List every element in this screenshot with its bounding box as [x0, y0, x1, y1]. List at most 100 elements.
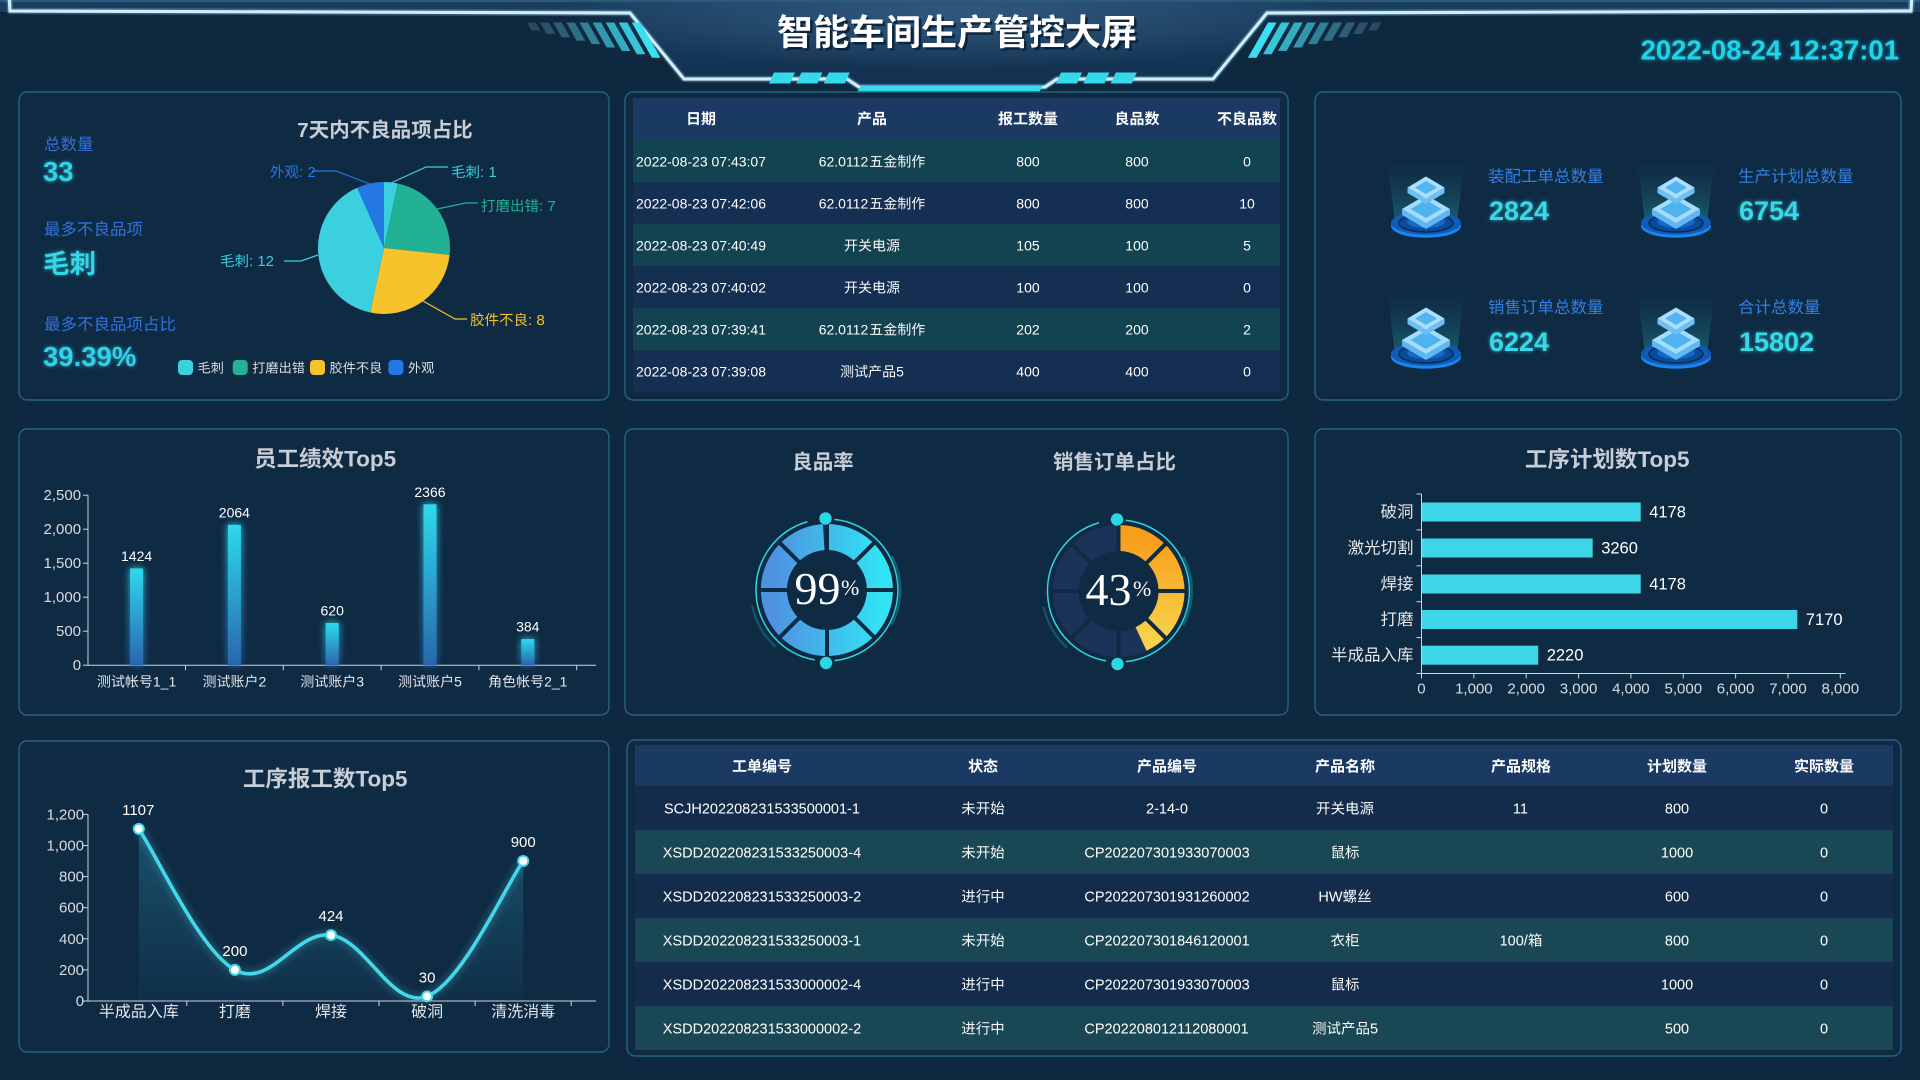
svg-text:0: 0 [1820, 978, 1828, 994]
svg-text:15802: 15802 [1739, 327, 1814, 357]
svg-text:3260: 3260 [1601, 540, 1638, 558]
svg-text:1,500: 1,500 [44, 555, 82, 572]
svg-text:6754: 6754 [1739, 196, 1799, 226]
svg-text:2022-08-23 07:40:49: 2022-08-23 07:40:49 [636, 238, 766, 254]
svg-text:2_1: 2_1 [544, 674, 568, 690]
svg-text:1424: 1424 [121, 548, 152, 564]
svg-text:202: 202 [1016, 322, 1040, 338]
svg-text:400: 400 [1016, 364, 1040, 380]
svg-text:100: 100 [1016, 280, 1040, 296]
svg-text:39.39%: 39.39% [43, 341, 136, 372]
svg-text:1000: 1000 [1661, 978, 1693, 994]
svg-text:105: 105 [1016, 238, 1040, 254]
svg-text:39.39%: 39.39% [43, 341, 136, 372]
svg-text:11: 11 [1513, 802, 1528, 818]
svg-text:HW: HW [1318, 890, 1342, 906]
svg-text:2022-08-24 12:37:01: 2022-08-24 12:37:01 [1641, 35, 1899, 66]
svg-text:5: 5 [1243, 238, 1251, 254]
svg-text:CP202207301933070003: CP202207301933070003 [1084, 846, 1249, 862]
svg-text:2824: 2824 [1489, 196, 1549, 226]
svg-text:600: 600 [1665, 890, 1689, 906]
svg-text:CP202207301846120001: CP202207301846120001 [1084, 934, 1249, 950]
svg-text:6224: 6224 [1489, 327, 1549, 357]
svg-text:800: 800 [1125, 196, 1149, 212]
svg-text:600: 600 [59, 900, 84, 917]
svg-text:8,000: 8,000 [1822, 681, 1860, 698]
svg-text:800: 800 [1016, 196, 1040, 212]
svg-text:200: 200 [59, 962, 84, 979]
svg-text:Top5: Top5 [344, 447, 396, 472]
svg-text:500: 500 [1665, 1022, 1689, 1038]
svg-text:0: 0 [1820, 802, 1828, 818]
svg-text:62.0112: 62.0112 [819, 322, 869, 338]
svg-text:2: 2 [1243, 322, 1251, 338]
svg-text:6224: 6224 [1489, 327, 1549, 357]
svg-text:4178: 4178 [1649, 504, 1686, 522]
svg-text:500: 500 [56, 623, 81, 640]
svg-text:2220: 2220 [1547, 647, 1584, 665]
svg-text:3,000: 3,000 [1560, 681, 1598, 698]
svg-text:0: 0 [1820, 934, 1828, 950]
svg-text:100/: 100/ [1500, 934, 1529, 950]
svg-text:6754: 6754 [1739, 196, 1799, 226]
svg-text:2022-08-23 07:39:41: 2022-08-23 07:39:41 [636, 322, 766, 338]
svg-text:7170: 7170 [1806, 611, 1843, 629]
svg-text:99: 99 [795, 563, 841, 614]
svg-text:: 2: : 2 [299, 164, 316, 181]
svg-text:2824: 2824 [1489, 196, 1549, 226]
svg-text:2-14-0: 2-14-0 [1146, 802, 1188, 818]
svg-text:CP202207301933070003: CP202207301933070003 [1084, 978, 1249, 994]
svg-text:1,000: 1,000 [1455, 681, 1493, 698]
svg-text:Top5: Top5 [1637, 447, 1689, 472]
svg-text:2022-08-23 07:40:02: 2022-08-23 07:40:02 [636, 280, 766, 296]
svg-text:1_1: 1_1 [153, 674, 177, 690]
svg-text:0: 0 [1820, 846, 1828, 862]
svg-text:1,000: 1,000 [44, 589, 82, 606]
svg-text:30: 30 [419, 969, 436, 986]
svg-text:100: 100 [1125, 280, 1149, 296]
svg-text:XSDD202208231533250003-2: XSDD202208231533250003-2 [663, 890, 861, 906]
svg-text:424: 424 [319, 908, 344, 925]
svg-text:2,000: 2,000 [44, 521, 82, 538]
svg-text:0: 0 [76, 993, 84, 1010]
svg-text:15802: 15802 [1739, 327, 1814, 357]
svg-text:0: 0 [1243, 364, 1251, 380]
svg-text:2022-08-23 07:42:06: 2022-08-23 07:42:06 [636, 196, 766, 212]
svg-text:5,000: 5,000 [1665, 681, 1703, 698]
svg-text:3: 3 [356, 674, 364, 690]
svg-text:%: % [841, 575, 859, 600]
svg-text:4178: 4178 [1649, 576, 1686, 594]
svg-text:2022-08-24 12:37:01: 2022-08-24 12:37:01 [1641, 35, 1899, 66]
svg-text:Top5: Top5 [355, 767, 407, 792]
svg-text:0: 0 [1417, 681, 1425, 698]
svg-text:2: 2 [259, 674, 267, 690]
svg-text:62.0112: 62.0112 [819, 196, 869, 212]
svg-text:2366: 2366 [414, 484, 445, 500]
svg-text:XSDD202208231533250003-1: XSDD202208231533250003-1 [663, 934, 861, 950]
svg-text:: 1: : 1 [480, 164, 497, 181]
svg-text:800: 800 [1665, 934, 1689, 950]
svg-text:5: 5 [896, 364, 904, 380]
svg-text:6,000: 6,000 [1717, 681, 1755, 698]
svg-text:: 12: : 12 [249, 253, 274, 270]
svg-text:5: 5 [1370, 1022, 1378, 1038]
svg-text:800: 800 [1665, 802, 1689, 818]
svg-text:800: 800 [1125, 154, 1149, 170]
svg-text:43: 43 [1086, 564, 1132, 615]
svg-text:800: 800 [1016, 154, 1040, 170]
svg-text:7,000: 7,000 [1769, 681, 1807, 698]
svg-text:CP202208012112080001: CP202208012112080001 [1084, 1022, 1248, 1038]
svg-text:33: 33 [43, 156, 74, 187]
svg-text:: 7: : 7 [539, 198, 556, 215]
svg-text:384: 384 [516, 619, 540, 635]
svg-text:0: 0 [1820, 1022, 1828, 1038]
svg-text:100: 100 [1125, 238, 1149, 254]
svg-text:2,000: 2,000 [1507, 681, 1545, 698]
svg-text:0: 0 [1820, 890, 1828, 906]
svg-text:1,000: 1,000 [47, 838, 85, 855]
svg-text:7: 7 [297, 119, 308, 142]
svg-text:: 8: : 8 [528, 312, 545, 329]
svg-text:1107: 1107 [122, 802, 154, 819]
svg-text:62.0112: 62.0112 [819, 154, 869, 170]
svg-text:SCJH202208231533500001-1: SCJH202208231533500001-1 [664, 802, 860, 818]
